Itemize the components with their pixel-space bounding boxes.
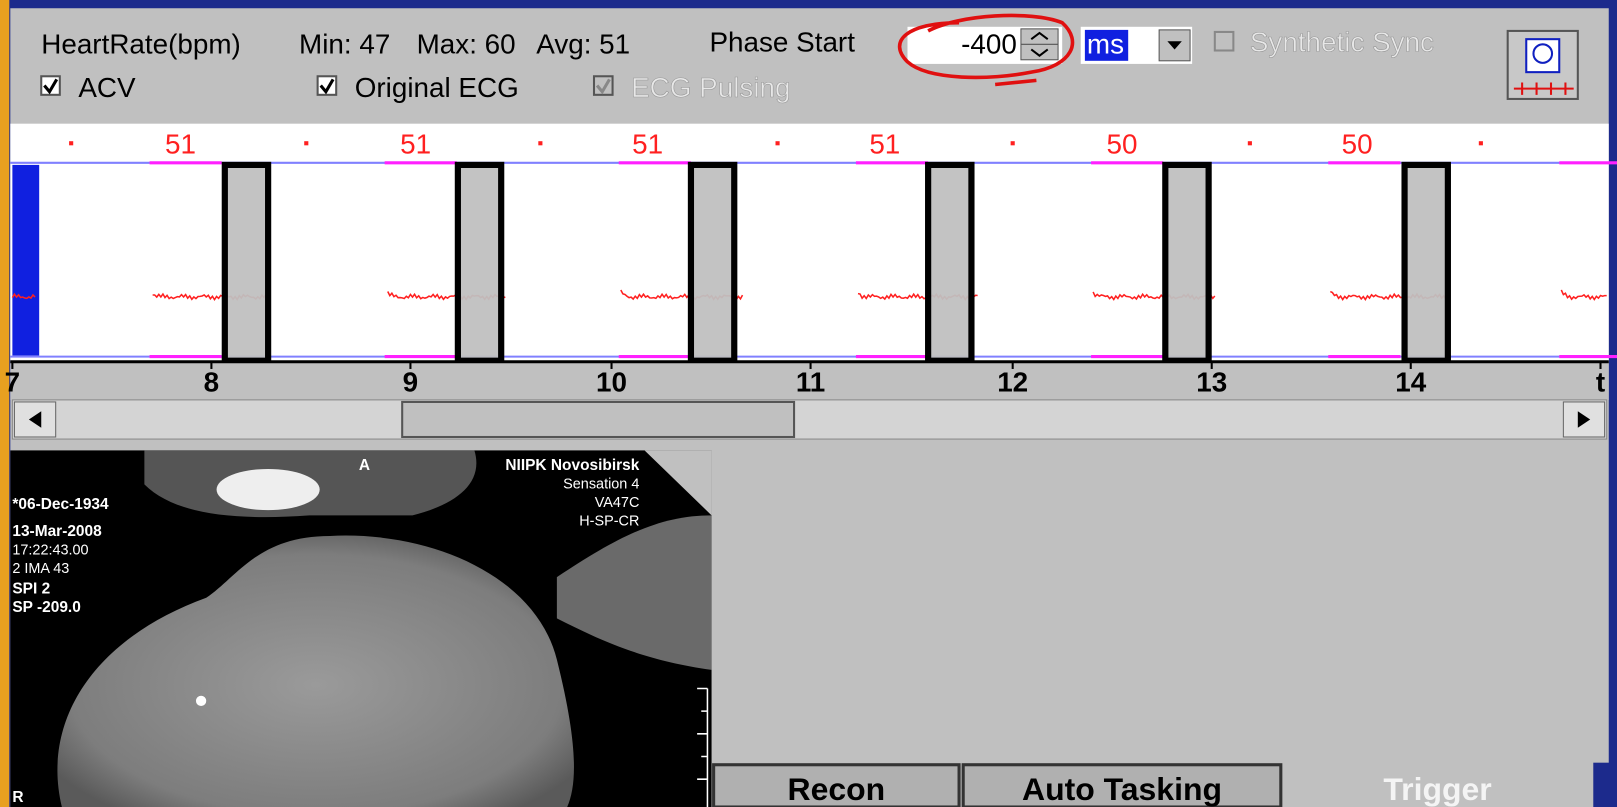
ct-bone — [217, 469, 320, 510]
checkbox-label[interactable]: ECG Pulsing — [631, 72, 790, 103]
heart-rate-value: 50 — [1342, 129, 1373, 160]
scroll-thumb[interactable] — [402, 402, 794, 437]
checkbox-label[interactable]: ACV — [78, 72, 136, 103]
hr-avg: Avg: 51 — [536, 29, 630, 60]
beat-dot — [1248, 141, 1252, 145]
time-label: 7 — [5, 367, 20, 398]
overlay-side-marker: R — [12, 789, 23, 806]
phase-window[interactable] — [458, 165, 501, 361]
tab-label[interactable]: Trigger — [1383, 771, 1491, 807]
overlay-scanner: Sensation 4 — [563, 477, 639, 493]
synthetic-sync-checkbox[interactable] — [1215, 32, 1234, 51]
phase-window[interactable] — [928, 165, 971, 361]
beat-dot — [69, 141, 73, 145]
ct-calcification — [196, 696, 206, 706]
left-strip — [0, 0, 9, 807]
right-edge — [1593, 763, 1617, 807]
time-label: t — [1596, 367, 1605, 398]
beat-dot — [304, 141, 308, 145]
heart-rate-value: 50 — [1107, 129, 1138, 160]
checkbox-label[interactable]: Original ECG — [355, 72, 519, 103]
time-label: 10 — [596, 367, 627, 398]
phase-window[interactable] — [225, 165, 268, 361]
beat-dot — [538, 141, 542, 145]
overlay-orientation: H-SP-CR — [579, 514, 639, 530]
time-label: 14 — [1395, 367, 1426, 398]
time-label: 12 — [997, 367, 1028, 398]
time-label: 13 — [1196, 367, 1227, 398]
heart-rate-value: 51 — [165, 129, 196, 160]
overlay-spi: SPI 2 — [12, 581, 50, 598]
hr-max: Max: 60 — [417, 29, 516, 60]
phase-window[interactable] — [1165, 165, 1208, 361]
scrollbar[interactable] — [12, 400, 1606, 439]
overlay-time: 17:22:43.00 — [12, 542, 88, 558]
overlay-birth-date: *06-Dec-1934 — [12, 496, 109, 513]
heart-rate-label: HeartRate(bpm) — [41, 29, 241, 60]
beat-dot — [1479, 141, 1483, 145]
ecg-cursor — [12, 165, 39, 356]
page: HeartRate(bpm) Min: 47 Max: 60 Avg: 51 P… — [0, 0, 1617, 807]
time-label: 8 — [204, 367, 219, 398]
beat-dot — [776, 141, 780, 145]
time-label: 11 — [796, 367, 825, 398]
heart-rate-value: 51 — [632, 129, 663, 160]
phase-start-label: Phase Start — [710, 27, 856, 58]
beat-dot — [1011, 141, 1015, 145]
overlay-position: SP -209.0 — [12, 599, 80, 616]
overlay-top-marker: A — [359, 457, 370, 474]
heart-rate-value: 51 — [400, 129, 431, 160]
hr-min: Min: 47 — [299, 29, 390, 60]
phase-start-value[interactable]: -400 — [961, 29, 1017, 60]
screen: HeartRate(bpm) Min: 47 Max: 60 Avg: 51 P… — [0, 0, 1617, 807]
tab-label[interactable]: Auto Tasking — [1022, 771, 1222, 807]
time-label: 9 — [403, 367, 418, 398]
overlay-institution: NIIPK Novosibirsk — [505, 457, 639, 474]
overlay-study-date: 13-Mar-2008 — [12, 523, 102, 540]
synthetic-sync-label: Synthetic Sync — [1250, 27, 1434, 58]
phase-window[interactable] — [1405, 165, 1448, 361]
phase-window[interactable] — [691, 165, 734, 361]
unit[interactable]: ms — [1087, 29, 1124, 60]
tab-label[interactable]: Recon — [788, 771, 886, 807]
heart-rate-value: 51 — [869, 129, 900, 160]
overlay-version: VA47C — [595, 495, 640, 511]
overlay-image: 2 IMA 43 — [12, 561, 69, 577]
